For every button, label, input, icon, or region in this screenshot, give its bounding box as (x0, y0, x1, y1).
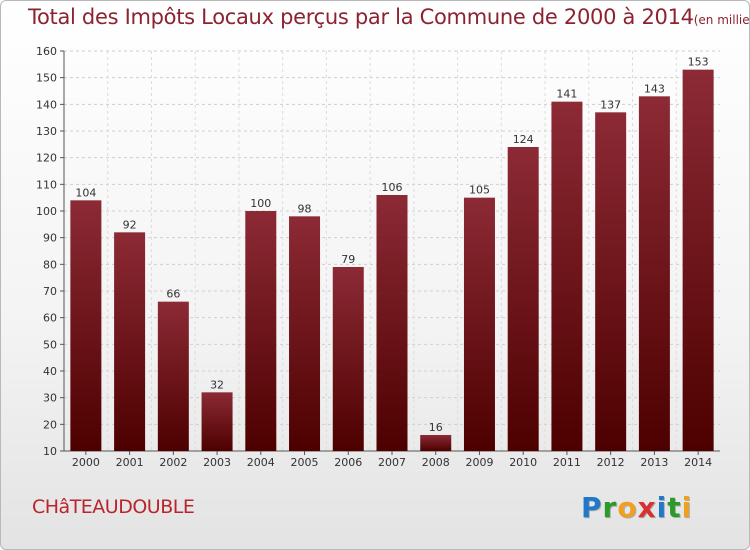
y-tick-label: 20 (43, 418, 57, 431)
bar-2004 (245, 211, 277, 451)
y-tick-label: 60 (43, 312, 57, 325)
y-tick-label: 140 (36, 98, 57, 111)
data-label-2008: 16 (429, 421, 443, 434)
data-label-2002: 66 (166, 288, 180, 301)
x-tick-label-2005: 2005 (291, 456, 319, 469)
bar-2000 (70, 200, 102, 451)
chart-title: Total des Impôts Locaux perçus par la Co… (28, 5, 750, 29)
commune-name: CHâTEAUDOUBLE (32, 496, 195, 518)
data-label-2001: 92 (123, 218, 137, 231)
x-tick-label-2003: 2003 (203, 456, 231, 469)
x-tick-label-2009: 2009 (465, 456, 493, 469)
x-tick-label-2012: 2012 (597, 456, 625, 469)
y-tick-label: 90 (43, 232, 57, 245)
chart-title-unit: (en milliers d'€) (693, 13, 750, 27)
chart-title-text: Total des Impôts Locaux perçus par la Co… (28, 5, 694, 29)
y-tick-label: 40 (43, 365, 57, 378)
bars (70, 69, 714, 452)
data-label-2000: 104 (75, 186, 96, 199)
data-label-2003: 32 (210, 378, 224, 391)
bar-chart: 10 20 30 40 50 60 70 80 90 100 110 120 130 140 150 160 2… (36, 45, 720, 469)
x-tick-label-2007: 2007 (378, 456, 406, 469)
logo-letter: i (681, 491, 693, 524)
data-label-2013: 143 (644, 82, 665, 95)
bar-2006 (332, 267, 364, 451)
axes: 10 20 30 40 50 60 70 80 90 100 110 120 130 140 150 160 2… (36, 45, 720, 469)
x-tick-label-2004: 2004 (247, 456, 275, 469)
logo-letter: o (617, 491, 638, 524)
bar-2012 (595, 112, 627, 451)
data-label-2007: 106 (382, 181, 403, 194)
logo-letter: r (602, 491, 618, 524)
x-tick-label-2002: 2002 (159, 456, 187, 469)
y-tick-label: 70 (43, 285, 57, 298)
x-tick-label-2000: 2000 (72, 456, 100, 469)
bar-2011 (551, 101, 583, 452)
y-tick-label: 50 (43, 338, 57, 351)
x-tick-label-2006: 2006 (334, 456, 362, 469)
data-label-2006: 79 (341, 253, 355, 266)
x-tick-label-2011: 2011 (553, 456, 581, 469)
bar-2001 (114, 232, 146, 451)
y-tick-label: 80 (43, 258, 57, 271)
logo-letter: i (656, 491, 668, 524)
x-tick-label-2008: 2008 (422, 456, 450, 469)
bar-2003 (201, 392, 233, 451)
data-label-2011: 141 (556, 88, 577, 101)
bar-2005 (289, 216, 321, 451)
data-label-2004: 100 (250, 197, 271, 210)
data-label-2010: 124 (513, 133, 534, 146)
bar-2002 (157, 301, 189, 451)
y-tick-label: 100 (36, 205, 57, 218)
y-tick-label: 30 (43, 392, 57, 405)
bar-2009 (463, 197, 495, 451)
bar-2010 (507, 147, 539, 451)
bar-2007 (376, 195, 408, 451)
y-tick-label: 10 (43, 445, 57, 458)
logo-letter: P (581, 491, 603, 524)
data-label-2014: 153 (688, 56, 709, 69)
x-tick-label-2013: 2013 (640, 456, 668, 469)
y-tick-label: 120 (36, 152, 57, 165)
x-tick-label-2010: 2010 (509, 456, 537, 469)
data-labels: 104 92 66 32 100 98 79 106 16 105 124 141 137 143 153 (75, 56, 708, 434)
bar-2014 (682, 69, 714, 452)
data-label-2012: 137 (600, 98, 621, 111)
logo-letter: t (667, 491, 682, 524)
y-tick-label: 110 (36, 178, 57, 191)
y-tick-label: 130 (36, 125, 57, 138)
bar-2013 (638, 96, 670, 451)
data-label-2005: 98 (298, 202, 312, 215)
proxiti-logo: Proxiti (581, 491, 692, 524)
y-tick-label: 150 (36, 72, 57, 85)
y-tick-label: 160 (36, 45, 57, 58)
x-tick-label-2014: 2014 (684, 456, 712, 469)
data-label-2009: 105 (469, 184, 490, 197)
logo-letter: x (637, 491, 657, 524)
x-tick-label-2001: 2001 (116, 456, 144, 469)
bar-2008 (420, 435, 452, 451)
